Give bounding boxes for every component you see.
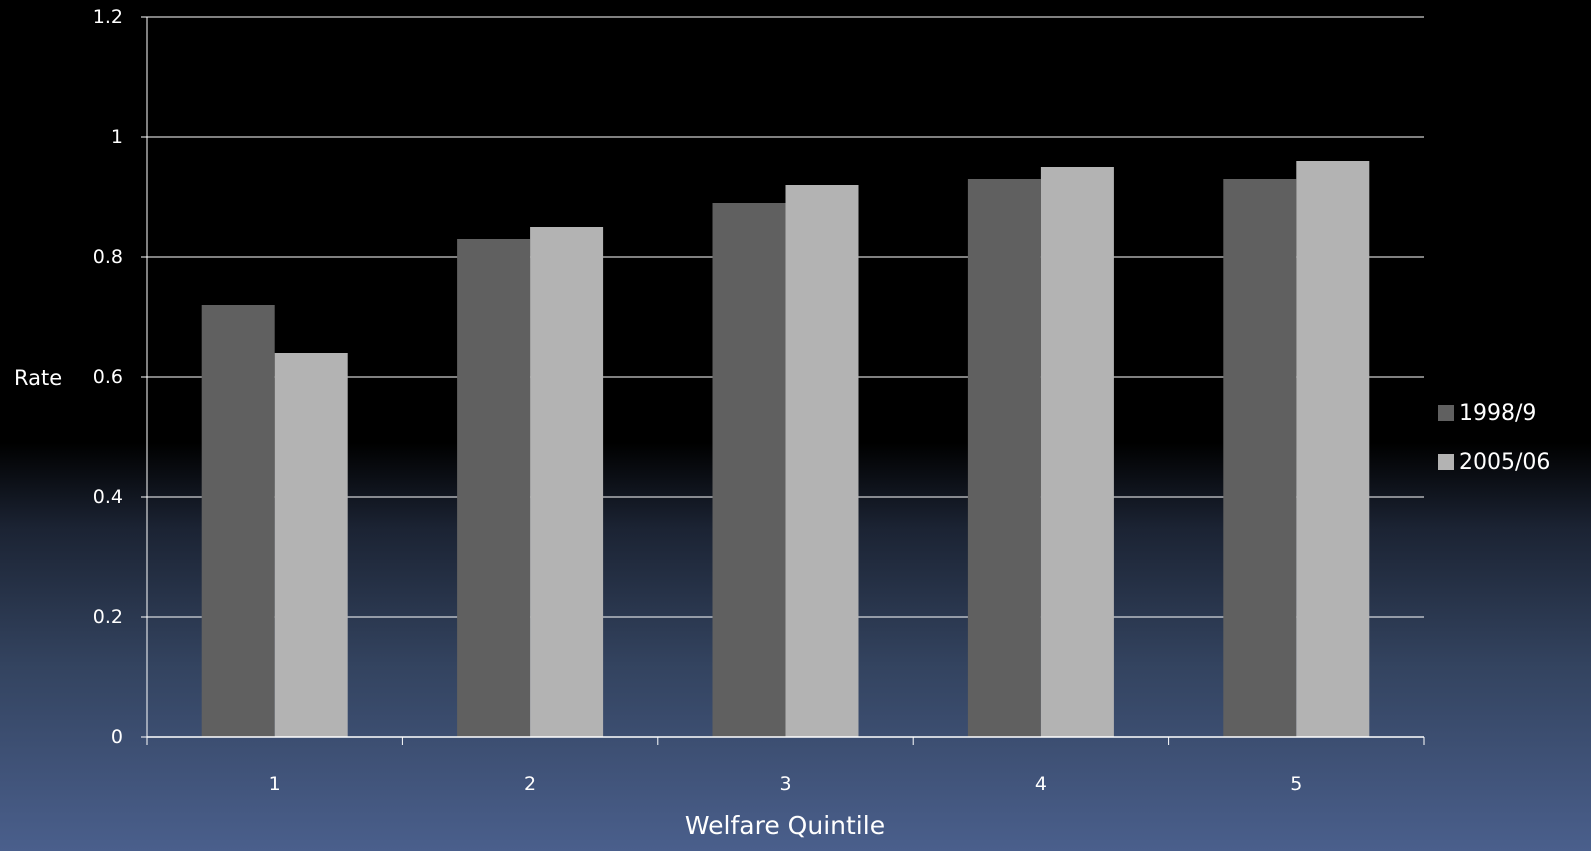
bar-series1-1 [201, 305, 275, 737]
bar-series2-4 [1040, 167, 1114, 737]
legend-label: 1998/9 [1459, 401, 1536, 426]
y-tick-label: 0.6 [93, 366, 123, 388]
x-tick-labels: 1 2 3 4 5 [269, 773, 1303, 795]
y-tick-label: 0.4 [93, 486, 123, 508]
legend-swatch [1438, 454, 1454, 470]
bar-series2-1 [274, 353, 348, 737]
y-tick-labels: 0 0.2 0.4 0.6 0.8 1 1.2 [93, 6, 123, 748]
bars [201, 161, 1370, 737]
y-tick-label: 0.2 [93, 606, 123, 628]
axes [141, 16, 1425, 745]
x-tick-label: 3 [779, 773, 791, 795]
bar-series1-4 [967, 179, 1041, 737]
bar-series1-3 [712, 203, 786, 737]
legend-swatch [1438, 405, 1454, 421]
bar-series2-3 [785, 185, 859, 737]
bar-series2-2 [530, 227, 604, 737]
bar-series2-5 [1296, 161, 1370, 737]
y-tick-label: 0.8 [93, 246, 123, 268]
legend-label: 2005/06 [1459, 450, 1550, 475]
x-tick-label: 2 [524, 773, 536, 795]
bar-series1-2 [457, 239, 531, 737]
bar-series1-5 [1223, 179, 1297, 737]
x-tick-label: 5 [1290, 773, 1302, 795]
x-tick-label: 4 [1035, 773, 1047, 795]
y-tick-label: 1.2 [93, 6, 123, 28]
y-tick-label: 0 [111, 726, 123, 748]
x-axis-title: Welfare Quintile [685, 811, 885, 840]
x-tick-label: 1 [269, 773, 281, 795]
y-axis-title: Rate [14, 366, 62, 390]
legend: 1998/9 2005/06 [1438, 401, 1550, 475]
y-tick-label: 1 [111, 126, 123, 148]
